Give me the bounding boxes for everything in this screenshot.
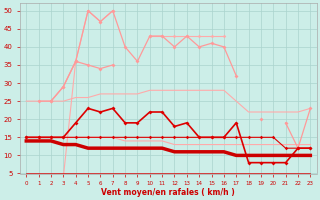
X-axis label: Vent moyen/en rafales ( km/h ): Vent moyen/en rafales ( km/h ) xyxy=(101,188,235,197)
